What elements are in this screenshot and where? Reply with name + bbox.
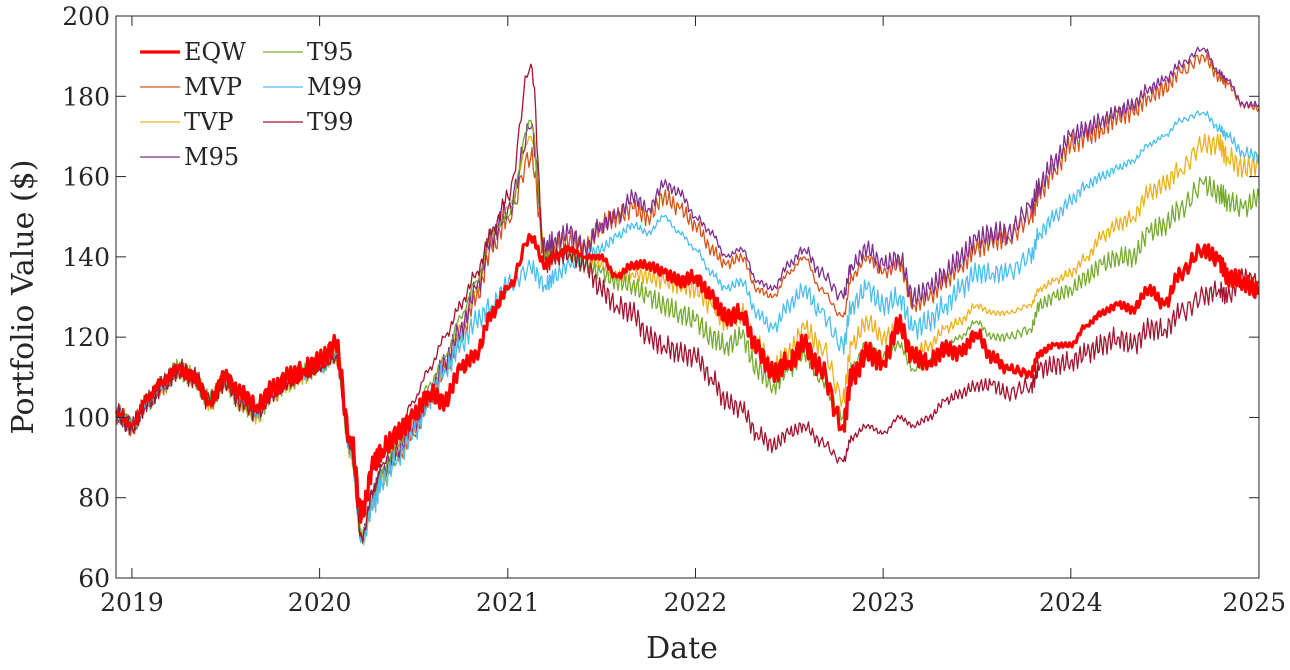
legend-label-t99: T99 bbox=[307, 108, 354, 136]
y-tick-label: 180 bbox=[62, 82, 110, 111]
series-line-eqw bbox=[114, 233, 1260, 524]
y-tick-label: 60 bbox=[78, 564, 110, 593]
y-tick-label: 100 bbox=[62, 403, 110, 432]
x-tick-label: 2024 bbox=[1039, 588, 1103, 617]
x-tick-label: 2025 bbox=[1222, 588, 1286, 617]
legend-label-eqw: EQW bbox=[184, 38, 246, 66]
x-tick-label: 2021 bbox=[476, 588, 540, 617]
legend-label-t95: T95 bbox=[307, 38, 354, 66]
legend-label-tvp: TVP bbox=[184, 108, 234, 136]
y-tick-label: 140 bbox=[62, 243, 110, 272]
axes-box bbox=[115, 15, 1260, 579]
legend-label-m99: M99 bbox=[307, 73, 362, 101]
x-tick-label: 2019 bbox=[100, 588, 164, 617]
x-axis-label: Date bbox=[646, 631, 718, 666]
plot-area bbox=[116, 16, 1259, 578]
legend: EQW MVP TVP M95 T95 M99 T99 bbox=[140, 38, 362, 171]
x-tick-label: 2023 bbox=[851, 588, 915, 617]
y-tick-label: 80 bbox=[78, 484, 110, 513]
y-tick-label: 120 bbox=[62, 323, 110, 352]
y-axis-label: Portfolio Value ($) bbox=[6, 160, 41, 435]
series-layer bbox=[114, 46, 1260, 546]
y-tick-label: 160 bbox=[62, 163, 110, 192]
x-tick-label: 2022 bbox=[664, 588, 728, 617]
legend-label-m95: M95 bbox=[184, 143, 239, 171]
y-tick-label: 200 bbox=[62, 2, 110, 31]
series-line-m99 bbox=[115, 110, 1260, 546]
axes-layer: 60 80 100 120 140 160 180 200 2019 2020 2021 2022 20… bbox=[62, 2, 1286, 617]
legend-label-mvp: MVP bbox=[184, 73, 242, 101]
x-tick-label: 2020 bbox=[288, 588, 352, 617]
